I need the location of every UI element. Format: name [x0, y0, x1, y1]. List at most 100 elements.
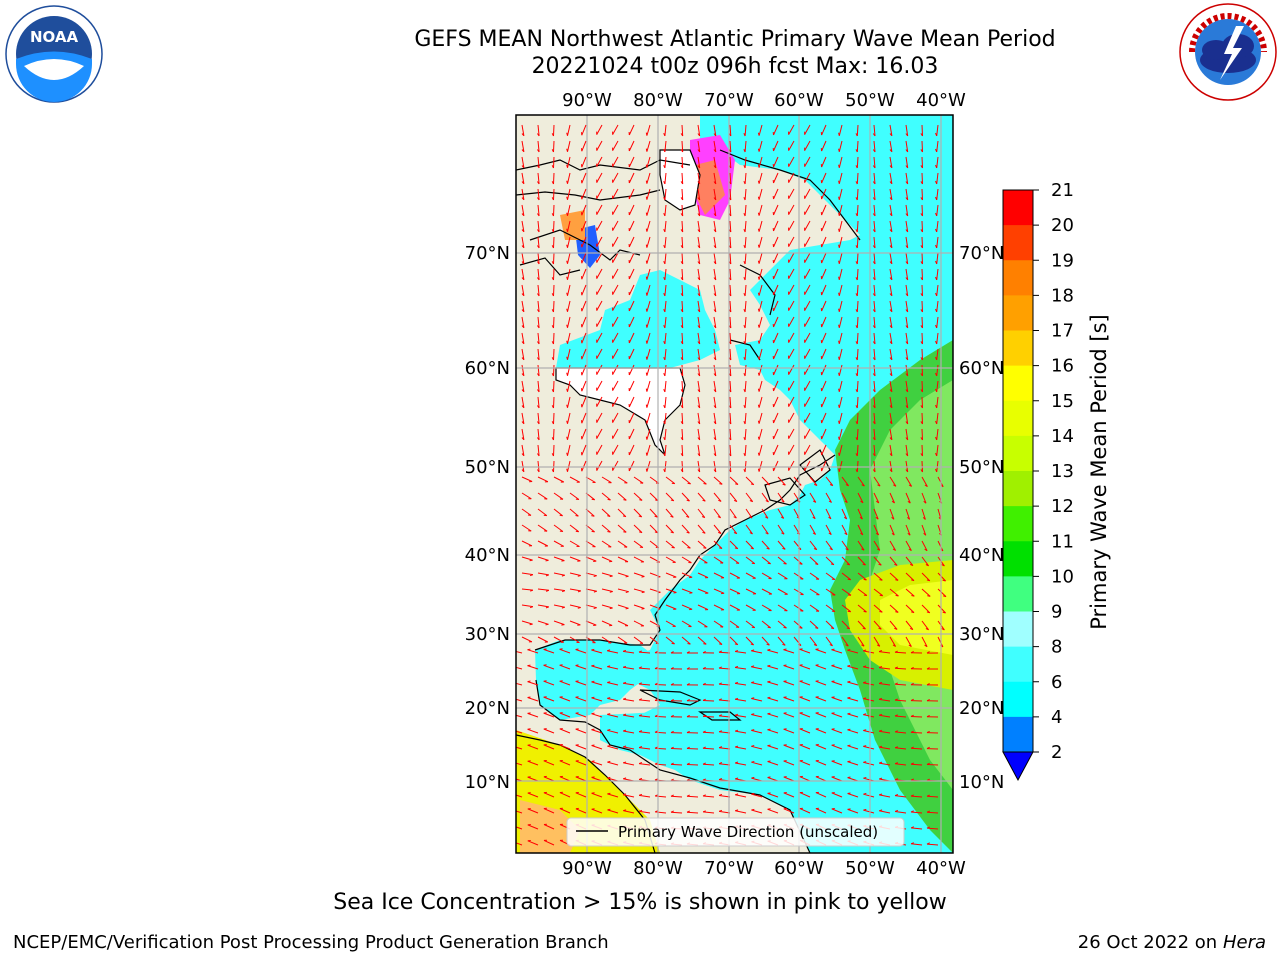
wave-direction-arrow	[773, 364, 779, 376]
wave-direction-arrow	[713, 524, 722, 534]
wave-direction-arrowhead	[670, 730, 674, 734]
map-frame	[515, 114, 954, 854]
wave-direction-arrow	[921, 572, 931, 582]
wave-direction-arrow	[936, 348, 939, 360]
wave-direction-arrowhead	[855, 357, 858, 361]
wave-direction-arrowhead	[757, 436, 760, 440]
wave-direction-arrow	[921, 428, 923, 441]
wave-direction-arrow	[521, 428, 525, 440]
wave-direction-arrowhead	[697, 245, 701, 249]
wave-direction-arrowhead	[623, 713, 627, 716]
wave-direction-arrowhead	[845, 548, 849, 551]
wave-direction-arrow	[596, 252, 603, 263]
wave-direction-arrow	[537, 588, 549, 591]
wave-direction-arrow	[581, 188, 587, 200]
wave-direction-arrowhead	[527, 760, 531, 762]
wave-direction-arrowhead	[920, 453, 923, 457]
wave-direction-arrow	[767, 697, 779, 702]
wave-direction-arrow	[745, 524, 753, 535]
wave-direction-arrow	[799, 648, 811, 654]
wave-direction-arrow	[575, 665, 587, 670]
wave-direction-arrowhead	[670, 778, 674, 781]
wave-direction-arrowhead	[844, 532, 848, 536]
wave-direction-arrow	[873, 572, 883, 581]
wave-direction-arrow	[628, 412, 635, 424]
wave-direction-arrow	[628, 348, 635, 360]
wave-direction-arrowhead	[889, 389, 893, 393]
wave-direction-arrowhead	[713, 261, 717, 265]
wave-direction-arrow	[783, 776, 795, 782]
wave-direction-arrowhead	[521, 229, 525, 233]
wave-direction-arrow	[856, 156, 859, 169]
wave-direction-arrow	[646, 428, 651, 440]
wave-direction-arrow	[713, 348, 717, 360]
wave-direction-arrowhead	[878, 650, 883, 653]
wave-direction-arrowhead	[671, 642, 675, 645]
wave-direction-arrow	[713, 476, 723, 485]
wave-direction-arrow	[804, 124, 811, 135]
wave-direction-arrowhead	[920, 309, 923, 313]
wave-direction-arrowhead	[872, 421, 876, 425]
wave-direction-arrow	[758, 140, 763, 152]
wave-direction-arrow	[537, 188, 540, 200]
wave-direction-arrow	[799, 696, 811, 702]
wave-direction-arrowhead	[935, 436, 938, 441]
wave-direction-arrow	[681, 492, 690, 502]
wave-direction-arrow	[702, 795, 715, 798]
wave-direction-arrowhead	[920, 277, 923, 281]
wave-direction-arrowhead	[654, 810, 659, 813]
wave-direction-arrowhead	[511, 713, 514, 714]
wave-direction-arrow	[633, 508, 643, 518]
wave-direction-arrow	[581, 316, 587, 328]
wave-direction-arrow	[761, 492, 769, 503]
wave-direction-arrowhead	[878, 681, 883, 684]
wave-direction-arrow	[879, 810, 891, 814]
wave-direction-arrow	[729, 636, 739, 646]
wave-direction-arrowhead	[920, 373, 923, 377]
wave-direction-arrowhead	[862, 563, 866, 566]
wave-direction-arrow	[575, 696, 587, 702]
wave-direction-arrow	[744, 396, 747, 409]
wave-direction-arrowhead	[697, 389, 701, 393]
wave-direction-arrow	[889, 604, 899, 613]
wave-direction-arrow	[857, 508, 863, 520]
wave-direction-arrow	[681, 252, 684, 265]
wave-direction-arrowhead	[743, 165, 746, 169]
wave-direction-arrowhead	[911, 595, 915, 597]
wave-direction-arrow	[921, 508, 926, 520]
wave-direction-arrow	[783, 680, 795, 686]
wave-direction-arrow	[537, 636, 549, 643]
wave-direction-arrowhead	[910, 579, 915, 582]
wave-direction-arrow	[879, 651, 891, 654]
wave-direction-arrow	[815, 744, 827, 750]
wave-direction-arrow	[804, 412, 811, 423]
wave-direction-arrow	[628, 268, 635, 280]
wave-direction-arrowhead	[920, 437, 923, 441]
wave-direction-arrowhead	[680, 357, 684, 361]
wave-direction-arrow	[553, 172, 555, 185]
wave-direction-arrowhead	[855, 309, 858, 313]
wave-direction-arrow	[569, 508, 579, 517]
wave-direction-arrow	[665, 636, 675, 645]
wave-direction-arrowhead	[891, 500, 895, 504]
wave-direction-arrowhead	[607, 792, 611, 795]
wave-direction-arrowhead	[920, 357, 923, 361]
wave-direction-arrow	[809, 476, 818, 486]
wave-direction-arrow	[809, 572, 820, 580]
wave-direction-arrowhead	[680, 325, 684, 329]
wave-direction-arrow	[713, 124, 717, 136]
wave-direction-arrow	[873, 540, 881, 551]
wave-direction-arrow	[857, 556, 866, 566]
wave-direction-arrow	[758, 412, 763, 424]
wave-direction-arrowhead	[697, 213, 701, 217]
wave-direction-arrowhead	[607, 515, 611, 517]
wave-direction-arrowhead	[838, 132, 840, 136]
wave-direction-arrow	[788, 124, 795, 135]
wave-direction-arrow	[527, 824, 539, 830]
colorbar-tick-label: 11	[1051, 531, 1074, 552]
wave-direction-arrow	[926, 811, 939, 814]
wave-direction-arrowhead	[766, 547, 770, 550]
wave-direction-arrowhead	[735, 777, 739, 780]
wave-direction-arrowhead	[591, 664, 595, 667]
wave-direction-arrowhead	[920, 245, 923, 249]
